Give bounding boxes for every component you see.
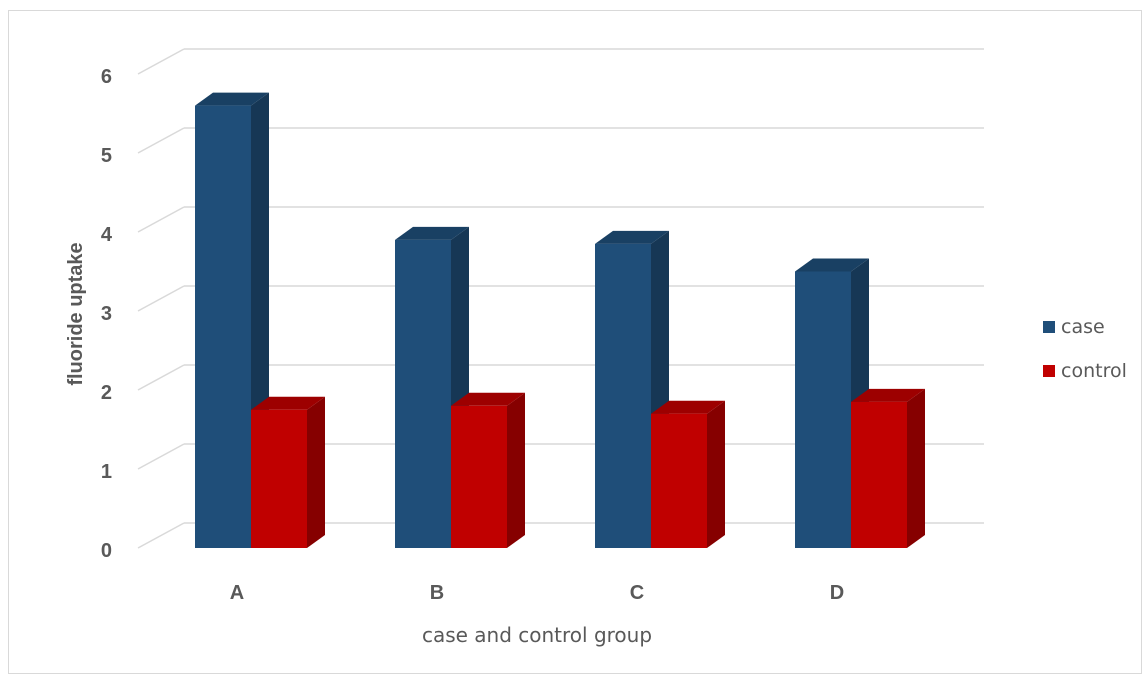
legend-swatch-case [1043,321,1055,333]
y-tick-label: 1 [101,461,112,483]
y-tick-label: 2 [101,382,112,404]
y-tick-label: 4 [101,224,113,246]
bar-case-B [395,226,469,548]
x-tick-label: D [830,582,844,604]
y-axis-title: fluoride uptake [65,242,87,385]
bar-control-D [851,388,925,548]
bar-control-A [251,396,325,548]
bar-case-D [795,258,869,548]
legend-label-control: control [1061,360,1127,382]
x-tick-label: B [430,582,444,604]
legend-swatch-control [1043,365,1055,377]
bar-control-C [651,400,725,548]
x-axis-title: case and control group [422,623,652,647]
x-tick-label: A [230,582,244,604]
y-axis-ticks: 0 1 2 3 4 5 6 [101,66,113,562]
gridline-4 [137,206,984,233]
bar-case-C [595,230,669,548]
x-tick-label: C [630,582,644,604]
legend: case control [1043,316,1127,382]
gridline-6 [137,48,984,75]
bar-control-B [451,392,525,548]
gridline-5 [137,127,984,154]
y-tick-label: 5 [101,145,112,167]
legend-label-case: case [1061,316,1105,338]
y-tick-label: 3 [101,303,112,325]
x-axis-ticks: A B C D [230,582,844,604]
bars [195,92,925,548]
y-tick-label: 0 [101,540,112,562]
y-tick-label: 6 [101,66,112,88]
